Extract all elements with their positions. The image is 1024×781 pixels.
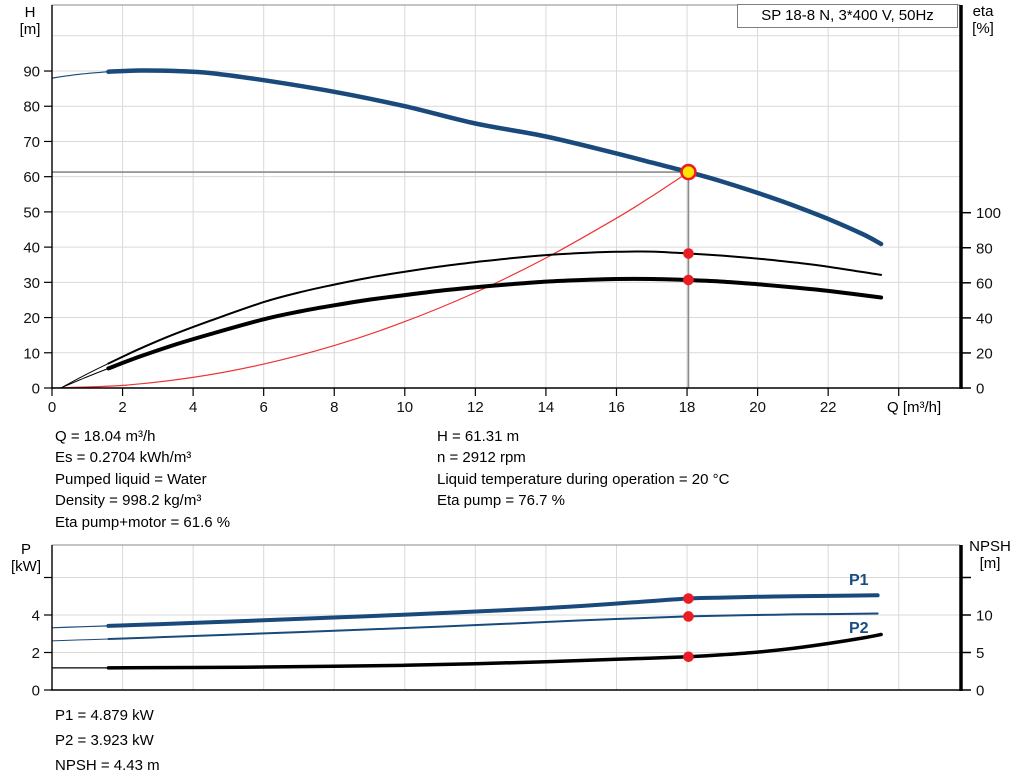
info-pumped-liquid: Pumped liquid = Water — [55, 470, 207, 488]
x-tick-label: 14 — [538, 399, 555, 416]
info-p1: P1 = 4.879 kW — [55, 707, 154, 724]
npsh-axis-title: NPSH [m] — [962, 538, 1018, 572]
p1-curve-label: P1 — [849, 572, 869, 589]
x-tick-label: 18 — [679, 399, 696, 416]
info-eta-pump: Eta pump = 76.7 % — [437, 492, 565, 510]
x-tick-label: 20 — [749, 399, 766, 416]
y-right-tick-label: 10 — [976, 608, 993, 625]
info-n: n = 2912 rpm — [437, 449, 526, 467]
y-right-tick-label: 0 — [976, 381, 984, 398]
info-block-right: H = 61.31 m n = 2912 rpm Liquid temperat… — [437, 426, 729, 512]
y-left-tick-label: 0 — [32, 381, 40, 398]
y-right-tick-label: 20 — [976, 345, 993, 362]
y-left-tick-label: 10 — [23, 345, 40, 362]
y-left-tick-label: 30 — [23, 275, 40, 292]
eta-pump-motor-curve — [106, 276, 884, 371]
pump-title-box: SP 18-8 N, 3*400 V, 50Hz — [737, 4, 958, 28]
h-axis-title: H [m] — [10, 4, 50, 38]
y-left-tick-label: 20 — [23, 310, 40, 327]
system-curve — [51, 171, 689, 389]
y-left-tick-label: 4 — [32, 608, 40, 625]
x-tick-label: 16 — [608, 399, 625, 416]
y-left-tick-label: 60 — [23, 169, 40, 186]
x-tick-label: 8 — [330, 399, 338, 416]
p-axis-title-symbol: P — [20, 541, 31, 558]
q-axis-title: Q [m³/h] — [887, 399, 942, 416]
info-q: Q = 18.04 m³/h — [55, 428, 156, 445]
p1-point-dot — [683, 593, 694, 604]
y-right-tick-label: 40 — [976, 310, 993, 327]
duty-point-marker — [680, 163, 697, 181]
x-tick-label: 22 — [820, 399, 837, 416]
npsh-axis-title-symbol: NPSH — [969, 538, 1011, 555]
x-tick-label: 2 — [118, 399, 126, 416]
info-eta-pump-motor: Eta pump+motor = 61.6 % — [55, 513, 231, 531]
p2-curve-label: P2 — [849, 620, 869, 637]
y-right-tick-label: 60 — [976, 275, 993, 292]
p2-curve — [107, 612, 879, 640]
x-tick-label: 4 — [189, 399, 197, 416]
info-npsh: NPSH = 4.43 m — [55, 757, 160, 774]
eta-pump-curve-lead — [60, 363, 109, 389]
h-axis-title-unit: [m] — [19, 21, 41, 38]
y-left-tick-label: 0 — [32, 683, 40, 700]
head-curve — [106, 68, 884, 247]
eta-axis-title-unit: [%] — [972, 20, 994, 37]
p1-curve-lead — [51, 625, 109, 629]
h-axis-title-symbol: H — [24, 4, 36, 21]
p2-point-dot — [683, 611, 694, 622]
info-density: Density = 998.2 kg/m³ — [55, 492, 202, 510]
info-liquid-temperature: Liquid temperature during operation = 20… — [437, 470, 730, 488]
y-right-tick-label: 5 — [976, 645, 984, 662]
eta-axis-title: eta [%] — [962, 3, 1004, 37]
y-right-tick-label: 100 — [976, 205, 1001, 222]
npsh-point-dot — [683, 651, 694, 663]
p2-curve-lead — [51, 638, 109, 642]
y-left-tick-label: 50 — [23, 204, 40, 221]
info-block-left: Q = 18.04 m³/h Es = 0.2704 kWh/m³ Pumped… — [55, 426, 230, 533]
y-left-tick-label: 90 — [23, 64, 40, 81]
y-left-tick-label: 40 — [23, 240, 40, 257]
x-tick-label: 0 — [48, 399, 56, 416]
y-right-tick-label: 0 — [976, 683, 984, 700]
y-left-tick-label: 2 — [32, 645, 40, 662]
eta-pump-point-dot — [683, 248, 694, 259]
x-tick-label: 6 — [260, 399, 268, 416]
npsh-axis-title-unit: [m] — [979, 555, 1001, 572]
y-right-tick-label: 80 — [976, 240, 993, 257]
eta-axis-title-symbol: eta — [972, 3, 994, 20]
eta-pump-motor-point-dot — [683, 274, 694, 286]
info-block-bottom: P1 = 4.879 kW P2 = 3.923 kW NPSH = 4.43 … — [55, 703, 160, 778]
p1-curve — [106, 593, 880, 628]
x-tick-label: 12 — [467, 399, 484, 416]
eta-pump-curve — [107, 250, 883, 365]
x-tick-label: 10 — [396, 399, 413, 416]
info-p2: P2 = 3.923 kW — [55, 732, 154, 749]
p-axis-title-unit: [kW] — [11, 558, 41, 575]
head-curve-lead — [51, 71, 109, 79]
p-axis-title: P [kW] — [4, 541, 48, 575]
y-left-tick-label: 70 — [23, 134, 40, 151]
eta-pump-motor-curve-lead — [60, 367, 109, 389]
info-es: Es = 0.2704 kWh/m³ — [55, 449, 192, 467]
npsh-curve — [106, 632, 883, 670]
info-h: H = 61.31 m — [437, 428, 520, 445]
y-left-tick-label: 80 — [23, 99, 40, 116]
